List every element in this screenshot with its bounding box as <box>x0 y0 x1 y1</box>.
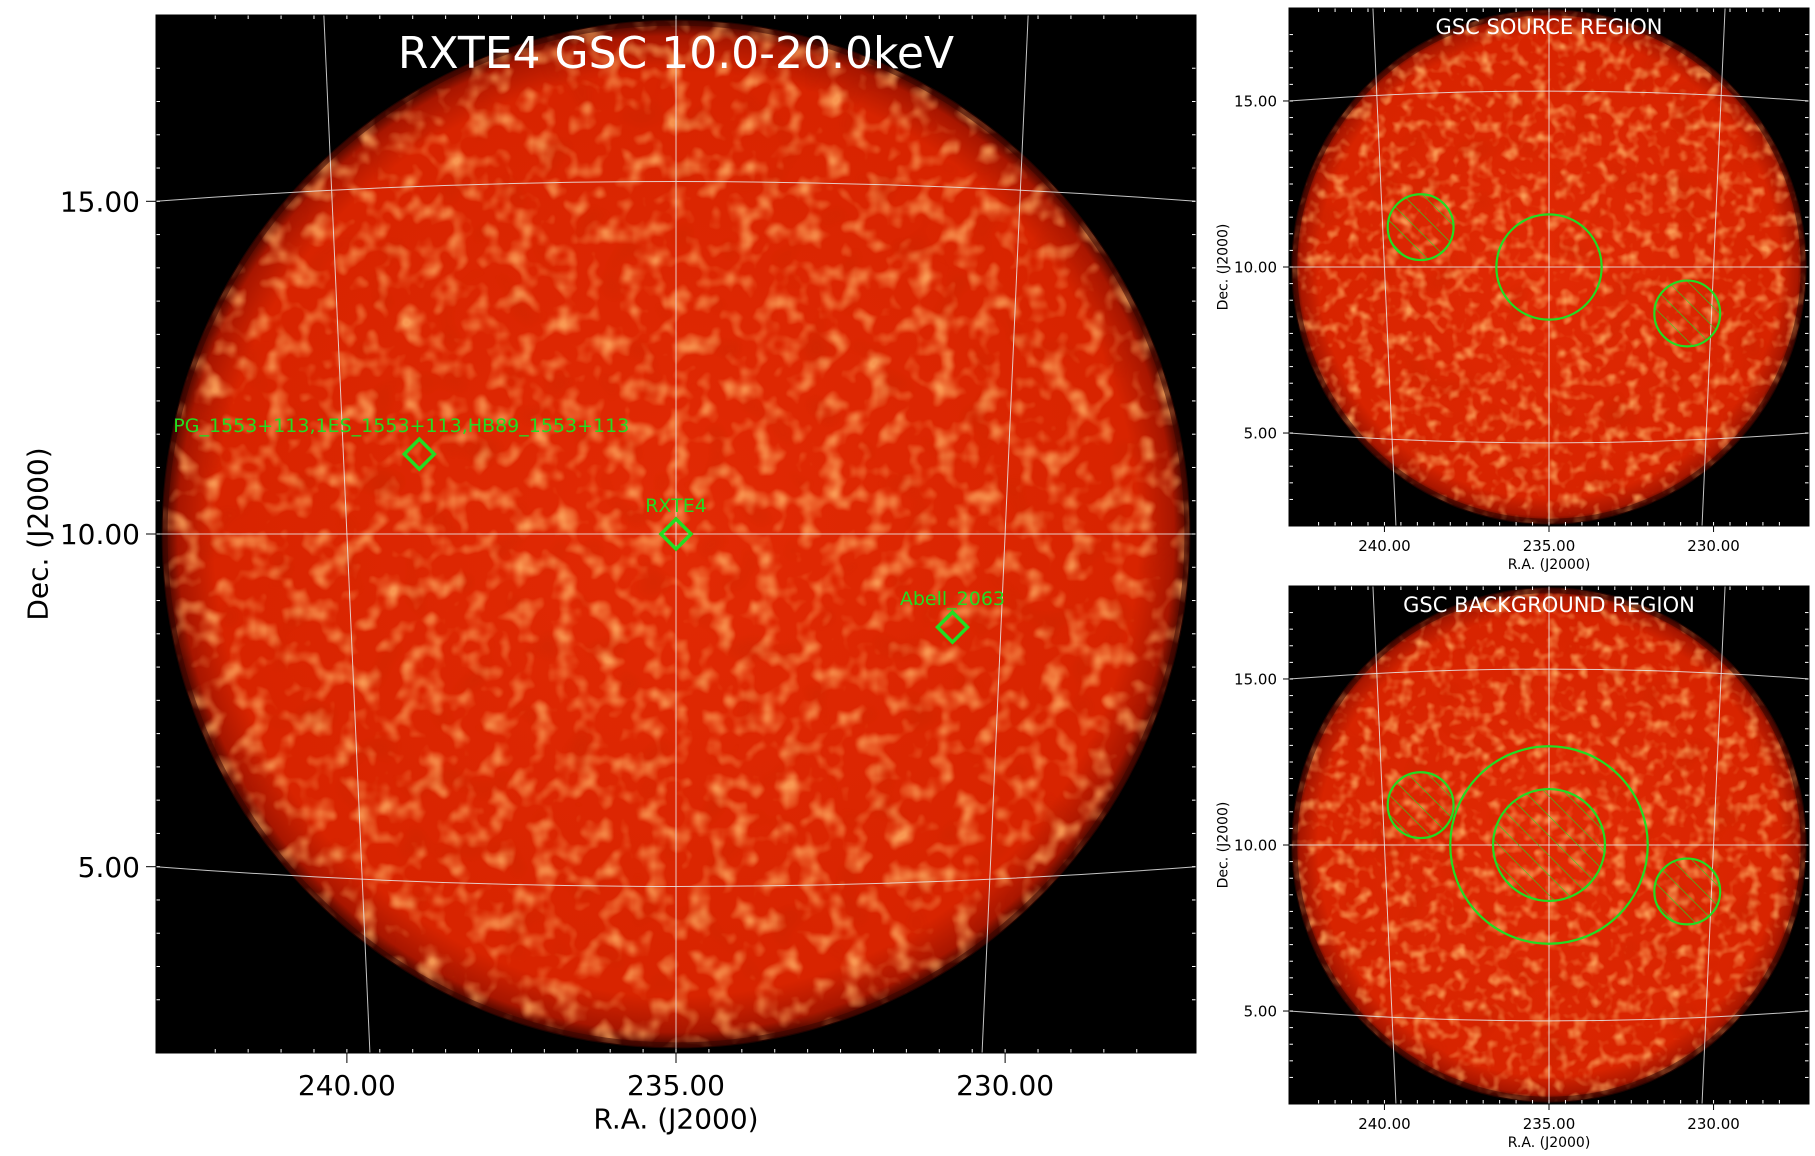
frame-ticks <box>156 15 1196 1053</box>
y-axis-label: Dec. (J2000) <box>1216 802 1232 889</box>
grid-line-dec <box>155 866 1197 887</box>
y-tick-label: 5.00 <box>1244 424 1277 442</box>
y-tick-label: 15.00 <box>1234 670 1277 688</box>
background-region-panel: 240.00 235.00 230.00 15.00 10.00 5.00 R.A. (J2… <box>1216 585 1810 1151</box>
frame-ticks <box>1289 586 1809 1104</box>
region-circle-exclude <box>1653 279 1722 348</box>
chart-title: GSC BACKGROUND REGION <box>1403 593 1695 617</box>
coordinate-grid <box>1288 7 1810 527</box>
chart-title: GSC SOURCE REGION <box>1436 15 1663 39</box>
source-label: RXTE4 <box>645 495 707 517</box>
source-marker <box>934 609 970 645</box>
grid-line-dec <box>1288 1010 1810 1022</box>
frame-ticks <box>1289 8 1809 526</box>
y-tick-label: 5.00 <box>1244 1002 1277 1020</box>
source-label: PG_1553+113,1ES_1553+113,HB89_1553+113 <box>173 415 629 437</box>
y-tick-label: 10.00 <box>60 518 140 551</box>
y-tick-label: 5.00 <box>78 851 140 884</box>
region-circle-exclude <box>1386 193 1455 262</box>
source-region-panel: 240.00 235.00 230.00 15.00 10.00 5.00 R.A. (J2… <box>1216 7 1810 573</box>
grid-line-dec <box>1288 668 1810 680</box>
coordinate-grid <box>1288 585 1810 1105</box>
grid-line-dec <box>1288 90 1810 102</box>
y-tick-label: 15.00 <box>1234 92 1277 110</box>
x-tick-label: 240.00 <box>1358 537 1411 555</box>
x-tick-label: 235.00 <box>1523 537 1576 555</box>
coordinate-grid <box>155 14 1197 1054</box>
x-tick-label: 240.00 <box>1358 1115 1411 1133</box>
y-tick-label: 15.00 <box>60 185 140 218</box>
x-axis-label: R.A. (J2000) <box>593 1103 758 1136</box>
y-axis-label: Dec. (J2000) <box>1216 224 1232 311</box>
x-tick-label: 235.00 <box>627 1069 725 1102</box>
region-circle-include <box>1495 213 1603 321</box>
grid-line-dec <box>1288 432 1810 444</box>
chart-title: RXTE4 GSC 10.0-20.0keV <box>398 28 954 79</box>
x-tick-label: 230.00 <box>1687 537 1740 555</box>
x-tick-label: 235.00 <box>1523 1115 1576 1133</box>
region-circle-exclude <box>1653 857 1722 926</box>
source-marker <box>658 516 694 552</box>
x-tick-label: 230.00 <box>956 1069 1054 1102</box>
x-axis-label: R.A. (J2000) <box>1508 557 1591 573</box>
region-circle-include <box>1449 745 1649 945</box>
source-label: Abell_2063 <box>900 588 1005 610</box>
x-tick-label: 240.00 <box>298 1069 396 1102</box>
main-image-panel: 240.00 235.00 230.00 15.00 10.00 5.00 R.A. (J2… <box>22 14 1197 1136</box>
source-marker <box>401 436 437 472</box>
y-tick-label: 10.00 <box>1234 258 1277 276</box>
region-circle-exclude <box>1386 771 1455 840</box>
region-circle-exclude <box>1491 787 1607 903</box>
y-axis-label: Dec. (J2000) <box>22 447 55 620</box>
grid-line-dec <box>155 181 1197 202</box>
x-axis-label: R.A. (J2000) <box>1508 1135 1591 1151</box>
y-tick-label: 10.00 <box>1234 836 1277 854</box>
x-tick-label: 230.00 <box>1687 1115 1740 1133</box>
